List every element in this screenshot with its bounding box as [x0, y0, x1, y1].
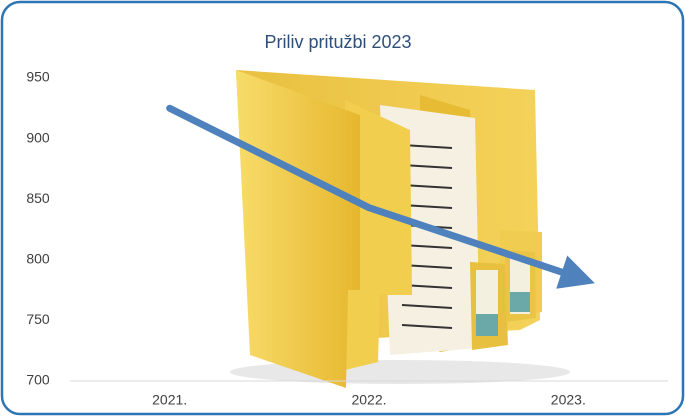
y-tick-label: 700	[26, 372, 50, 388]
y-tick-label: 750	[26, 311, 50, 327]
chart-title: Priliv pritužbi 2023	[264, 32, 411, 52]
x-tick-label: 2022.	[351, 392, 386, 408]
x-tick-label: 2021.	[152, 392, 187, 408]
y-tick-label: 950	[26, 69, 50, 85]
y-tick-label: 850	[26, 190, 50, 206]
trend-line	[166, 104, 595, 289]
y-tick-label: 800	[26, 251, 50, 267]
y-tick-label: 900	[26, 129, 50, 145]
x-tick-label: 2023.	[551, 392, 586, 408]
